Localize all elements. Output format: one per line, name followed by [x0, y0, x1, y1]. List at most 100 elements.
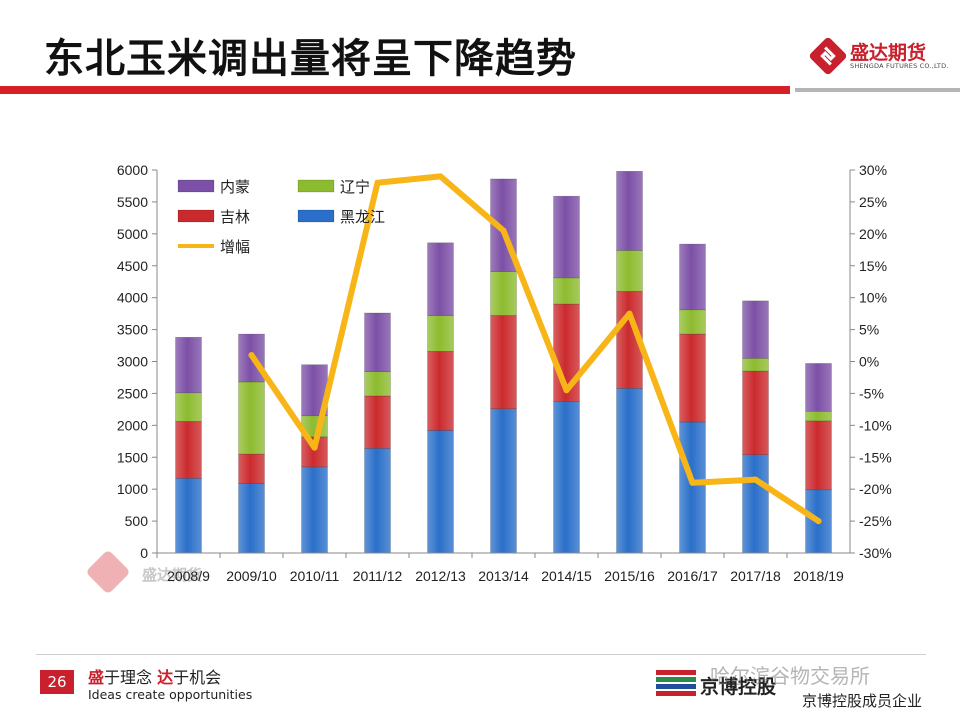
left-tick-label: 3000: [117, 354, 148, 370]
bar-jilin: [238, 453, 265, 484]
x-tick-label: 2009/10: [226, 568, 277, 584]
bar-liaoning: [679, 309, 706, 335]
growth-line-point: [689, 479, 696, 486]
left-tick-label: 1000: [117, 481, 148, 497]
growth-line-point: [563, 387, 570, 394]
left-tick-label: 6000: [117, 162, 148, 178]
slogan-char-1: 盛: [88, 668, 105, 687]
right-tick-label: -30%: [859, 545, 892, 561]
legend-swatch-neimeng: [177, 179, 215, 193]
x-tick-label: 2014/15: [541, 568, 592, 584]
right-tick-label: 15%: [859, 258, 887, 274]
bar-liaoning: [238, 381, 265, 455]
bar-neimeng: [175, 336, 202, 394]
bar-heilongjiang: [742, 454, 769, 554]
growth-line-point: [815, 518, 822, 525]
page-number: 26: [40, 670, 74, 694]
bar-jilin: [175, 421, 202, 479]
x-tick-label: 2018/19: [793, 568, 844, 584]
bar-jilin: [679, 333, 706, 423]
x-tick-label: 2015/16: [604, 568, 655, 584]
right-tick-label: -10%: [859, 417, 892, 433]
x-tick-label: 2012/13: [415, 568, 466, 584]
header-red-rule: [0, 86, 790, 94]
left-tick-label: 1500: [117, 449, 148, 465]
bar-heilongjiang: [553, 401, 580, 554]
bar-heilongjiang: [364, 448, 391, 554]
bar-jilin: [364, 395, 391, 449]
bar-heilongjiang: [490, 408, 517, 554]
chart-watermark-text: 盛达期货: [142, 566, 202, 584]
legend-label-jilin: 吉林: [220, 208, 250, 226]
bar-jilin: [742, 370, 769, 455]
footer-member-text: 京博控股成员企业: [802, 692, 923, 710]
right-tick-label: -15%: [859, 449, 892, 465]
legend-label-neimeng: 内蒙: [220, 178, 250, 196]
brand-subtitle: SHENGDA FUTURES CO.,LTD.: [850, 62, 949, 70]
bar-liaoning: [364, 371, 391, 397]
bar-liaoning: [427, 315, 454, 352]
x-tick-label: 2017/18: [730, 568, 781, 584]
bar-heilongjiang: [238, 483, 265, 554]
left-tick-label: 5500: [117, 194, 148, 210]
footer-company: 京博控股: [700, 676, 777, 698]
corn-output-chart: 盛达期货 0 500 1000 1500 2000 2500 3000 3500 4000 450…: [87, 162, 892, 593]
legend-label-heilongjiang: 黑龙江: [340, 208, 385, 226]
bar-heilongjiang: [616, 388, 643, 554]
bar-heilongjiang: [301, 466, 328, 554]
slogan-part-2: 于机会: [173, 668, 222, 687]
bar-liaoning: [805, 410, 832, 422]
left-tick-label: 2000: [117, 417, 148, 433]
growth-line-point: [500, 227, 507, 234]
legend-swatch-liaoning: [297, 179, 335, 193]
brand-name: 盛达期货: [850, 42, 927, 64]
bar-jilin: [490, 315, 517, 410]
legend-label-liaoning: 辽宁: [340, 178, 370, 196]
slogan-chinese: 盛于理念 达于机会: [88, 664, 221, 688]
bar-heilongjiang: [427, 430, 454, 554]
bar-jilin: [427, 350, 454, 431]
right-tick-label: 10%: [859, 290, 887, 306]
bar-jilin: [805, 420, 832, 491]
left-tick-label: 5000: [117, 226, 148, 242]
bar-liaoning: [742, 358, 769, 372]
bar-neimeng: [427, 242, 454, 316]
header-grey-rule: [795, 88, 960, 92]
bar-neimeng: [679, 243, 706, 311]
left-tick-label: 0: [140, 545, 148, 561]
bar-heilongjiang: [679, 421, 706, 554]
legend-swatch-jilin: [177, 209, 215, 223]
left-tick-label: 4000: [117, 290, 148, 306]
bar-neimeng: [616, 170, 643, 251]
footer-watermark: 哈尔滨谷物交易所: [710, 664, 870, 688]
growth-line-series: [248, 173, 822, 525]
left-tick-label: 500: [125, 513, 149, 529]
slogan-english: Ideas create opportunities: [88, 687, 253, 702]
bar-neimeng: [742, 300, 769, 359]
chart-watermark-icon: [87, 551, 129, 593]
jingbo-logo-icon: [656, 670, 696, 696]
bar-liaoning: [616, 250, 643, 292]
left-tick-label: 3500: [117, 322, 148, 338]
footer-divider: [36, 654, 926, 655]
x-tick-label: 2010/11: [290, 568, 340, 584]
brand-logo-icon: [809, 37, 847, 75]
bar-neimeng: [364, 312, 391, 373]
right-tick-label: 5%: [859, 322, 879, 338]
right-tick-label: 0%: [859, 354, 879, 370]
growth-line-point: [374, 179, 381, 186]
page-title: 东北玉米调出量将呈下降趋势: [44, 35, 577, 82]
slogan-char-2: 达: [157, 668, 174, 687]
right-tick-label: -5%: [859, 385, 884, 401]
growth-line-point: [752, 476, 759, 483]
bar-liaoning: [490, 271, 517, 316]
right-tick-label: 25%: [859, 194, 887, 210]
legend-swatch-heilongjiang: [297, 209, 335, 223]
right-tick-label: 30%: [859, 162, 887, 178]
growth-line-point: [311, 444, 318, 451]
x-tick-label: 2008/9: [167, 568, 210, 584]
left-tick-label: 4500: [117, 258, 148, 274]
right-tick-label: -25%: [859, 513, 892, 529]
bar-neimeng: [553, 195, 580, 279]
left-tick-label: 2500: [117, 385, 148, 401]
